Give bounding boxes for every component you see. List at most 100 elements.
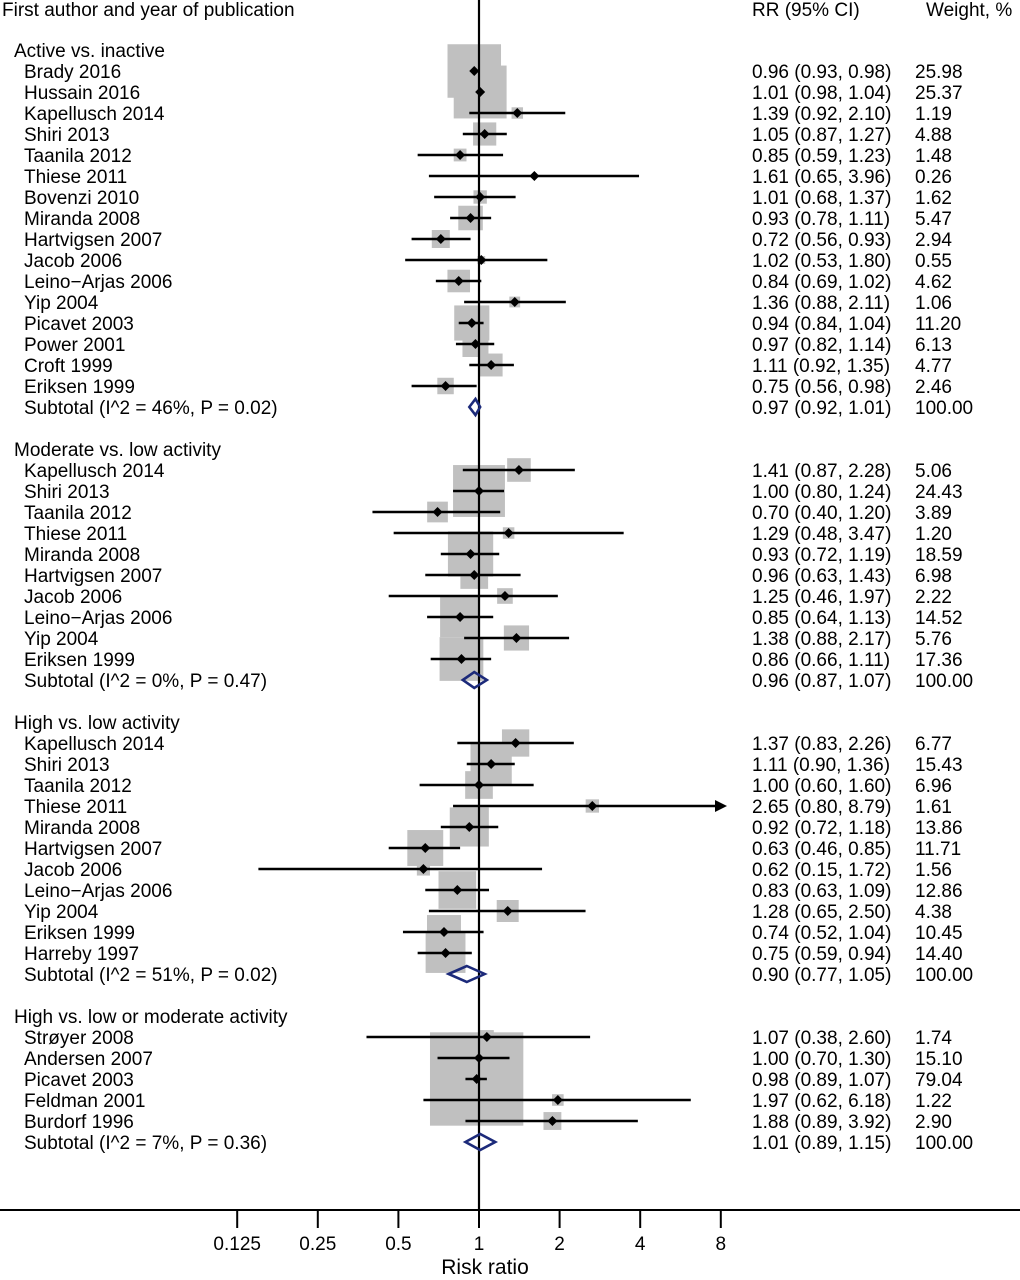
subtotal-weight: 100.00 (915, 398, 973, 419)
point-estimate (475, 192, 486, 202)
study-weight: 18.59 (915, 545, 963, 566)
x-tick-label: 2 (554, 1234, 565, 1255)
point-estimate (513, 465, 524, 475)
study-name: Hartvigsen 2007 (24, 230, 162, 251)
point-estimate (486, 360, 497, 370)
x-tick-label: 1 (474, 1234, 485, 1255)
study-rr: 0.86 (0.66, 1.11) (752, 650, 890, 671)
study-rr: 0.75 (0.59, 0.94) (752, 944, 891, 965)
study-name: Brady 2016 (24, 62, 121, 83)
study-name: Kapellusch 2014 (24, 734, 165, 755)
study-name: Feldman 2001 (24, 1091, 145, 1112)
point-estimate (469, 570, 480, 580)
study-name: Eriksen 1999 (24, 377, 135, 398)
study-weight: 17.36 (915, 650, 963, 671)
point-estimate (420, 843, 431, 853)
point-estimate (456, 654, 467, 664)
study-rr: 1.07 (0.38, 2.60) (752, 1028, 891, 1049)
study-rr: 0.92 (0.72, 1.18) (752, 818, 891, 839)
point-estimate (418, 864, 429, 874)
point-estimate (474, 780, 484, 790)
point-estimate (547, 1116, 558, 1126)
study-weight: 11.71 (915, 839, 961, 860)
study-weight: 6.96 (915, 776, 952, 797)
x-tick-label: 8 (716, 1234, 727, 1255)
study-weight: 6.98 (915, 566, 952, 587)
study-rr: 1.00 (0.60, 1.60) (752, 776, 891, 797)
study-weight: 1.56 (915, 860, 952, 881)
study-rr: 0.94 (0.84, 1.04) (752, 314, 891, 335)
group-label: Active vs. inactive (14, 41, 165, 62)
study-weight: 4.77 (915, 356, 952, 377)
point-estimate (452, 885, 463, 895)
study-weight: 1.22 (915, 1091, 952, 1112)
study-weight: 11.20 (915, 314, 961, 335)
study-name: Hartvigsen 2007 (24, 839, 162, 860)
study-weight: 3.89 (915, 503, 952, 524)
study-weight: 25.37 (915, 83, 963, 104)
study-name: Leino−Arjas 2006 (24, 272, 172, 293)
point-estimate (440, 948, 451, 958)
study-name: Thiese 2011 (24, 524, 127, 545)
point-estimate (476, 255, 487, 265)
study-rr: 1.11 (0.92, 1.35) (752, 356, 890, 377)
study-rr: 0.85 (0.59, 1.23) (752, 146, 891, 167)
study-rr: 0.84 (0.69, 1.02) (752, 272, 891, 293)
subtotal-rr: 0.90 (0.77, 1.05) (752, 965, 891, 986)
study-name: Yip 2004 (24, 293, 99, 314)
study-weight: 0.55 (915, 251, 952, 272)
point-estimate (529, 171, 540, 181)
study-name: Miranda 2008 (24, 818, 140, 839)
point-estimate (469, 66, 480, 76)
study-weight: 2.22 (915, 587, 952, 608)
point-estimate (474, 1053, 484, 1063)
study-weight: 5.47 (915, 209, 952, 230)
point-estimate (512, 108, 523, 118)
point-estimate (587, 801, 598, 811)
study-name: Jacob 2006 (24, 251, 122, 272)
point-estimate (455, 612, 466, 622)
study-name: Leino−Arjas 2006 (24, 881, 172, 902)
study-rr: 1.39 (0.92, 2.10) (752, 104, 891, 125)
study-weight: 10.45 (915, 923, 963, 944)
study-weight: 4.62 (915, 272, 952, 293)
study-weight: 14.40 (915, 944, 963, 965)
study-name: Kapellusch 2014 (24, 461, 165, 482)
point-estimate (438, 927, 449, 937)
study-weight: 25.98 (915, 62, 963, 83)
subtotal-rr: 1.01 (0.89, 1.15) (752, 1133, 891, 1154)
study-rr: 1.29 (0.48, 3.47) (752, 524, 891, 545)
study-weight: 4.88 (915, 125, 952, 146)
study-rr: 0.83 (0.63, 1.09) (752, 881, 891, 902)
study-rr: 0.63 (0.46, 0.85) (752, 839, 891, 860)
study-name: Thiese 2011 (24, 167, 127, 188)
study-rr: 1.38 (0.88, 2.17) (752, 629, 891, 650)
point-estimate (486, 759, 497, 769)
study-name: Power 2001 (24, 335, 125, 356)
study-name: Picavet 2003 (24, 1070, 134, 1091)
study-name: Jacob 2006 (24, 587, 122, 608)
study-name: Kapellusch 2014 (24, 104, 165, 125)
study-name: Harreby 1997 (24, 944, 139, 965)
study-weight: 13.86 (915, 818, 963, 839)
study-rr: 0.85 (0.64, 1.13) (752, 608, 891, 629)
subtotal-label: Subtotal (I^2 = 7%, P = 0.36) (24, 1133, 267, 1154)
point-estimate (440, 381, 451, 391)
group-label: High vs. low or moderate activity (14, 1007, 288, 1028)
study-weight: 15.43 (915, 755, 963, 776)
study-name: Taanila 2012 (24, 503, 132, 524)
point-estimate (503, 528, 514, 538)
study-rr: 0.98 (0.89, 1.07) (752, 1070, 891, 1091)
weight-boxes (407, 44, 599, 1130)
study-rr: 0.96 (0.93, 0.98) (752, 62, 891, 83)
study-rr: 1.02 (0.53, 1.80) (752, 251, 891, 272)
subtotal-diamond (462, 1132, 499, 1152)
study-rr: 0.72 (0.56, 0.93) (752, 230, 891, 251)
point-estimate (511, 633, 522, 643)
study-name: Yip 2004 (24, 902, 99, 923)
study-name: Yip 2004 (24, 629, 99, 650)
group-label: Moderate vs. low activity (14, 440, 221, 461)
point-estimate (552, 1095, 563, 1105)
study-name: Shiri 2013 (24, 482, 110, 503)
